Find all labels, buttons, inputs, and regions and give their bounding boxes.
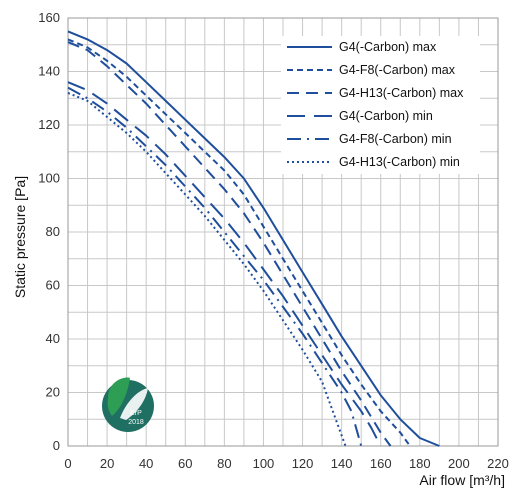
legend-label: G4(-Carbon) max [339, 40, 437, 54]
series-lines [67, 30, 440, 447]
y-tick-label: 40 [46, 331, 60, 346]
legend-label: G4-F8(-Carbon) min [339, 132, 452, 146]
series-line-3 [67, 41, 392, 447]
erp-2018-badge: ErP 2018 [102, 377, 154, 432]
x-tick-label: 100 [253, 456, 275, 471]
x-tick-label: 200 [448, 456, 470, 471]
series-line-5 [67, 86, 363, 447]
x-tick-label: 20 [100, 456, 114, 471]
legend-label: G4-H13(-Carbon) max [339, 86, 464, 100]
y-tick-label: 20 [46, 385, 60, 400]
x-tick-label: 220 [487, 456, 509, 471]
series-line-6 [67, 91, 347, 447]
legend-background [281, 36, 480, 174]
x-tick-label: 80 [217, 456, 231, 471]
x-axis-label: Air flow [m³/h] [419, 472, 505, 488]
y-tick-label: 60 [46, 278, 60, 293]
x-tick-label: 40 [139, 456, 153, 471]
x-tick-label: 180 [409, 456, 431, 471]
y-tick-label: 100 [38, 171, 60, 186]
y-tick-label: 140 [38, 64, 60, 79]
y-tick-label: 0 [53, 438, 60, 453]
y-tick-label: 160 [38, 10, 60, 25]
legend-label: G4-H13(-Carbon) min [339, 155, 460, 169]
x-tick-label: 60 [178, 456, 192, 471]
y-tick-label: 80 [46, 224, 60, 239]
series-line-4 [67, 81, 382, 447]
plot-frame [67, 17, 499, 447]
legend: G4(-Carbon) max G4-F8(-Carbon) max G4-H13(… [281, 36, 480, 174]
badge-line-2: 2018 [128, 419, 144, 426]
y-tick-label: 120 [38, 117, 60, 132]
leaf-icon-small [120, 388, 148, 420]
series-line-1 [67, 30, 440, 447]
x-tick-label: 160 [370, 456, 392, 471]
series-line-2 [67, 38, 411, 447]
x-tick-labels: 0 20 40 60 80 100 120 140 160 180 200 220 [64, 456, 508, 471]
x-tick-label: 0 [64, 456, 71, 471]
y-tick-labels: 0 20 40 60 80 100 120 140 160 [38, 10, 60, 453]
y-axis-label: Static pressure [Pa] [12, 176, 28, 298]
badge-line-1: ErP [130, 410, 142, 417]
legend-label: G4(-Carbon) min [339, 109, 433, 123]
legend-label: G4-F8(-Carbon) max [339, 63, 456, 77]
x-tick-label: 120 [292, 456, 314, 471]
x-tick-label: 140 [331, 456, 353, 471]
leaf-icon [107, 377, 130, 416]
